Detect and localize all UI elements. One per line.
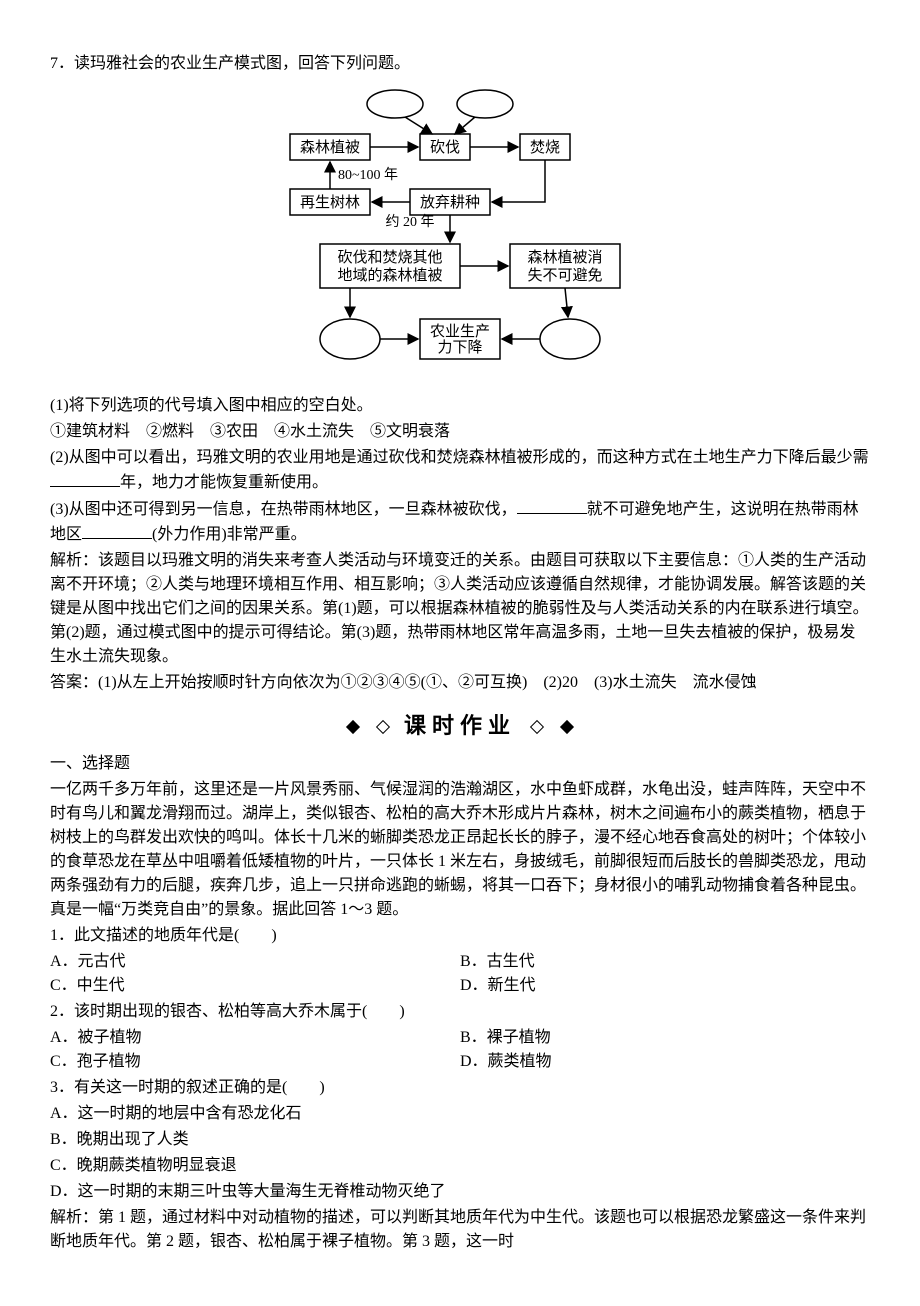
diagram-svg: 森林植被 砍伐 焚烧 再生树林 放弃耕种 砍伐和焚烧其他 地域的森林植被 森林植… — [260, 84, 660, 384]
diamond-icon — [530, 720, 544, 734]
q7-stem: 7．读玛雅社会的农业生产模式图，回答下列问题。 — [50, 52, 870, 76]
blank — [50, 470, 120, 487]
q1-options: A．元古代 B．古生代 C．中生代 D．新生代 — [50, 950, 870, 998]
q3-opt-c: C．晚期蕨类植物明显衰退 — [50, 1154, 870, 1178]
node-forest-veg: 森林植被 — [300, 139, 360, 156]
svg-text:力下降: 力下降 — [437, 339, 482, 356]
blank — [517, 497, 587, 514]
q2-stem: 2．该时期出现的银杏、松柏等高大乔木属于( ) — [50, 1000, 870, 1024]
diamond-icon — [560, 720, 574, 734]
hw-passage: 一亿两千多万年前，这里还是一片风景秀丽、气候湿润的浩瀚湖区，水中鱼虾成群，水龟出… — [50, 778, 870, 922]
diamond-icon — [376, 720, 390, 734]
q1-opt-a: A．元古代 — [50, 950, 460, 974]
q7-sub2-b: 年，地力才能恢复重新使用。 — [120, 474, 328, 491]
q3-opt-d: D．这一时期的末期三叶虫等大量海生无脊椎动物灭绝了 — [50, 1180, 870, 1204]
q1-opt-b: B．古生代 — [460, 950, 870, 974]
q7-sub3-c: (外力作用)非常严重。 — [152, 526, 307, 543]
node-regen: 再生树林 — [300, 194, 360, 211]
q7-diagram: 森林植被 砍伐 焚烧 再生树林 放弃耕种 砍伐和焚烧其他 地域的森林植被 森林植… — [50, 84, 870, 384]
q2-opt-b: B．裸子植物 — [460, 1026, 870, 1050]
svg-text:农业生产: 农业生产 — [430, 323, 490, 340]
svg-text:地域的森林植被: 地域的森林植被 — [337, 267, 442, 284]
q1-stem: 1．此文描述的地质年代是( ) — [50, 924, 870, 948]
q7-sub3: (3)从图中还可得到另一信息，在热带雨林地区，一旦森林被砍伐，就不可避免地产生，… — [50, 497, 870, 547]
q7-answer: 答案：(1)从左上开始按顺时针方向依次为①②③④⑤(①、②可互换) (2)20 … — [50, 671, 870, 695]
q7-sub2-a: (2)从图中可以看出，玛雅文明的农业用地是通过砍伐和焚烧森林植被形成的，而这种方… — [50, 449, 869, 466]
q7-sub2: (2)从图中可以看出，玛雅文明的农业用地是通过砍伐和焚烧森林植被形成的，而这种方… — [50, 446, 870, 495]
edge-80-100: 80~100 年 — [338, 167, 398, 183]
q7-sub1-items: ①建筑材料 ②燃料 ③农田 ④水土流失 ⑤文明衰落 — [50, 420, 870, 444]
q7-analysis: 解析：该题目以玛雅文明的消失来考查人类活动与环境变迁的关系。由题目可获取以下主要… — [50, 549, 870, 669]
q7-sub1: (1)将下列选项的代号填入图中相应的空白处。 — [50, 394, 870, 418]
q2-options: A．被子植物 B．裸子植物 C．孢子植物 D．蕨类植物 — [50, 1026, 870, 1074]
q1-opt-c: C．中生代 — [50, 974, 460, 998]
q3-opt-b: B．晚期出现了人类 — [50, 1128, 870, 1152]
blank — [82, 522, 152, 539]
q3-stem: 3．有关这一时期的叙述正确的是( ) — [50, 1076, 870, 1100]
node-abandon: 放弃耕种 — [420, 193, 480, 211]
q3-opt-a: A．这一时期的地层中含有恐龙化石 — [50, 1102, 870, 1126]
homework-title: 课时作业 — [50, 709, 870, 742]
node-cut: 砍伐 — [430, 139, 460, 156]
diamond-icon — [346, 720, 360, 734]
q1-opt-d: D．新生代 — [460, 974, 870, 998]
svg-text:砍伐和焚烧其他: 砍伐和焚烧其他 — [337, 249, 442, 266]
edge-20: 约 20 年 — [386, 214, 435, 230]
svg-text:失不可避免: 失不可避免 — [527, 267, 602, 284]
svg-text:森林植被消: 森林植被消 — [527, 249, 602, 266]
q2-opt-a: A．被子植物 — [50, 1026, 460, 1050]
q2-opt-d: D．蕨类植物 — [460, 1050, 870, 1074]
q7-sub3-a: (3)从图中还可得到另一信息，在热带雨林地区，一旦森林被砍伐， — [50, 501, 517, 518]
hw-section1: 一、选择题 — [50, 752, 870, 776]
node-burn: 焚烧 — [530, 139, 560, 156]
hw-title-text: 课时作业 — [404, 713, 516, 738]
q2-opt-c: C．孢子植物 — [50, 1050, 460, 1074]
hw-analysis: 解析：第 1 题，通过材料中对动植物的描述，可以判断其地质年代为中生代。该题也可… — [50, 1206, 870, 1254]
